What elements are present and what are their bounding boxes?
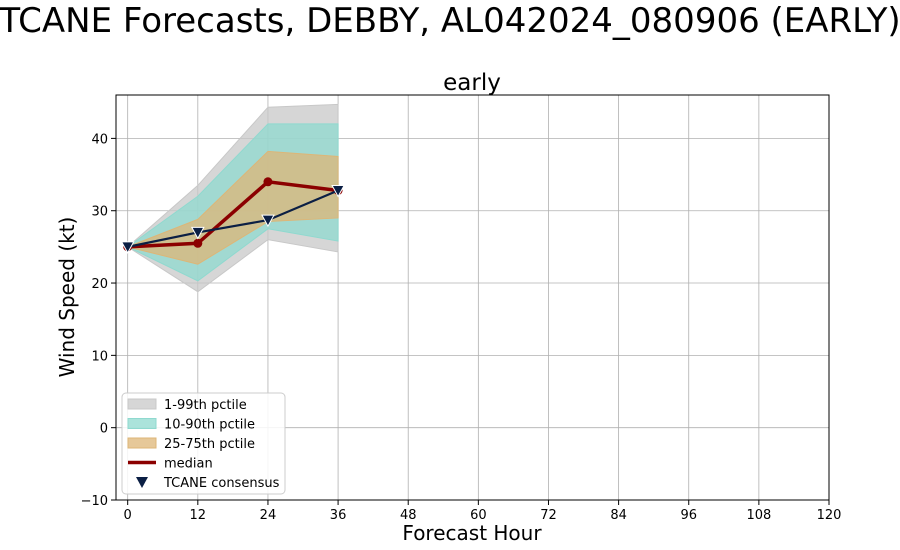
x-axis-label: Forecast Hour: [402, 521, 542, 545]
plot-frame: [115, 94, 830, 501]
legend-swatch-1-99th-pctile: [127, 398, 157, 410]
x-tick-label: 36: [330, 508, 347, 523]
x-tick-label: 48: [400, 508, 417, 523]
consensus-point: [261, 214, 275, 228]
legend-swatch-10-90th-pctile: [127, 418, 157, 429]
consensus-point: [190, 226, 205, 240]
legend-swatch-tcane-consensus: [136, 477, 148, 488]
legend: 1-99th pctile 10-90th pctile 25-75th pctil…: [121, 392, 286, 495]
legend-label-1-99th-pctile: 1-99th pctile: [164, 398, 247, 413]
legend-label-10-90th-pctile: 10-90th pctile: [164, 418, 255, 433]
x-tick-label: 12: [190, 508, 207, 523]
figure-title: TCANE Forecasts, DEBBY, AL042024_080906 …: [0, 1, 900, 41]
median-point: [263, 177, 273, 187]
y-tick-label: 30: [91, 205, 108, 220]
x-tick-label: 120: [817, 508, 842, 523]
y-tick-label: 0: [100, 422, 108, 437]
x-tick-label: 96: [680, 508, 697, 523]
x-tick-label: 60: [470, 508, 487, 523]
x-tick-label: 0: [124, 508, 132, 523]
y-tick-label: −10: [81, 494, 108, 509]
legend-label-25-75th-pctile: 25-75th pctile: [164, 437, 255, 452]
legend-label-median: median: [164, 457, 213, 472]
consensus-point: [331, 184, 345, 198]
y-tick-label: 20: [91, 277, 108, 292]
axis-ticks: 0 12 24 36 48 60 72 84 96 108 120 −10 0 10 20 30 40: [81, 132, 842, 523]
y-tick-label: 10: [91, 349, 108, 364]
legend-box: [121, 392, 286, 495]
x-tick-label: 108: [746, 508, 771, 523]
y-axis-label: Wind Speed (kt): [55, 217, 79, 378]
consensus-line: [127, 189, 339, 248]
x-tick-label: 72: [540, 508, 557, 523]
x-tick-label: 24: [260, 508, 277, 523]
series-lines: [120, 177, 345, 254]
legend-label-tcane-consensus: TCANE consensus: [163, 476, 280, 491]
legend-swatch-25-75th-pctile: [127, 437, 157, 449]
consensus-point: [120, 241, 135, 254]
y-tick-label: 40: [91, 132, 108, 147]
chart-title: early: [443, 70, 501, 96]
median-point: [193, 238, 203, 248]
percentile-bands: [126, 103, 339, 293]
median-line: [127, 179, 339, 249]
x-tick-label: 84: [610, 508, 627, 523]
